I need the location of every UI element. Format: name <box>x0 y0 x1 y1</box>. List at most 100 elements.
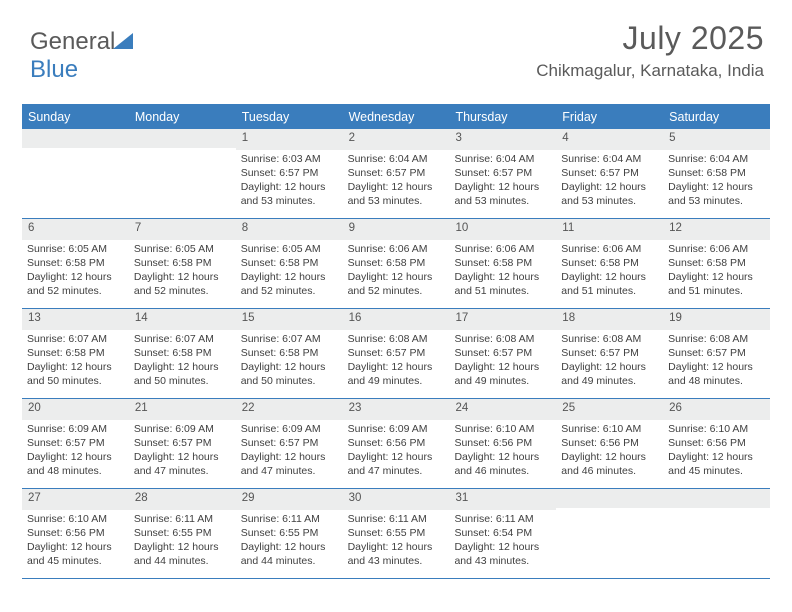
sunrise-text: Sunrise: 6:08 AM <box>454 332 551 346</box>
day-number-empty <box>22 129 129 148</box>
day-number: 22 <box>236 399 343 420</box>
day-number: 28 <box>129 489 236 510</box>
sunset-text: Sunset: 6:55 PM <box>348 526 445 540</box>
day-details: Sunrise: 6:08 AMSunset: 6:57 PMDaylight:… <box>449 330 556 393</box>
location-subtitle: Chikmagalur, Karnataka, India <box>536 61 764 81</box>
sunrise-text: Sunrise: 6:10 AM <box>561 422 658 436</box>
day-details: Sunrise: 6:04 AMSunset: 6:58 PMDaylight:… <box>663 150 770 213</box>
daylight-text: Daylight: 12 hours and 47 minutes. <box>134 450 231 478</box>
calendar-day-cell: 25Sunrise: 6:10 AMSunset: 6:56 PMDayligh… <box>556 399 663 488</box>
calendar-day-cell: 8Sunrise: 6:05 AMSunset: 6:58 PMDaylight… <box>236 219 343 308</box>
calendar-day-cell: 26Sunrise: 6:10 AMSunset: 6:56 PMDayligh… <box>663 399 770 488</box>
day-details: Sunrise: 6:08 AMSunset: 6:57 PMDaylight:… <box>343 330 450 393</box>
daylight-text: Daylight: 12 hours and 47 minutes. <box>348 450 445 478</box>
daylight-text: Daylight: 12 hours and 53 minutes. <box>454 180 551 208</box>
sunset-text: Sunset: 6:58 PM <box>668 166 765 180</box>
daylight-text: Daylight: 12 hours and 48 minutes. <box>668 360 765 388</box>
sunset-text: Sunset: 6:58 PM <box>241 346 338 360</box>
day-details: Sunrise: 6:08 AMSunset: 6:57 PMDaylight:… <box>663 330 770 393</box>
daylight-text: Daylight: 12 hours and 49 minutes. <box>561 360 658 388</box>
sunrise-text: Sunrise: 6:03 AM <box>241 152 338 166</box>
daylight-text: Daylight: 12 hours and 48 minutes. <box>27 450 124 478</box>
sunset-text: Sunset: 6:57 PM <box>348 346 445 360</box>
day-number: 21 <box>129 399 236 420</box>
day-number: 14 <box>129 309 236 330</box>
daylight-text: Daylight: 12 hours and 51 minutes. <box>561 270 658 298</box>
daylight-text: Daylight: 12 hours and 53 minutes. <box>348 180 445 208</box>
daylight-text: Daylight: 12 hours and 49 minutes. <box>454 360 551 388</box>
calendar-day-cell <box>22 129 129 218</box>
sunset-text: Sunset: 6:57 PM <box>27 436 124 450</box>
sunset-text: Sunset: 6:57 PM <box>454 346 551 360</box>
calendar-day-cell <box>129 129 236 218</box>
day-details: Sunrise: 6:07 AMSunset: 6:58 PMDaylight:… <box>129 330 236 393</box>
day-header: Monday <box>129 106 236 129</box>
day-details: Sunrise: 6:06 AMSunset: 6:58 PMDaylight:… <box>343 240 450 303</box>
title-block: July 2025 Chikmagalur, Karnataka, India <box>536 20 764 81</box>
day-number: 25 <box>556 399 663 420</box>
day-number: 16 <box>343 309 450 330</box>
daylight-text: Daylight: 12 hours and 50 minutes. <box>27 360 124 388</box>
day-number: 24 <box>449 399 556 420</box>
sunset-text: Sunset: 6:57 PM <box>348 166 445 180</box>
calendar-day-cell: 1Sunrise: 6:03 AMSunset: 6:57 PMDaylight… <box>236 129 343 218</box>
sunrise-text: Sunrise: 6:07 AM <box>241 332 338 346</box>
day-details: Sunrise: 6:10 AMSunset: 6:56 PMDaylight:… <box>663 420 770 483</box>
sunset-text: Sunset: 6:57 PM <box>561 346 658 360</box>
day-details: Sunrise: 6:06 AMSunset: 6:58 PMDaylight:… <box>556 240 663 303</box>
day-number: 26 <box>663 399 770 420</box>
sunset-text: Sunset: 6:58 PM <box>134 256 231 270</box>
calendar-day-cell: 28Sunrise: 6:11 AMSunset: 6:55 PMDayligh… <box>129 489 236 578</box>
calendar-day-cell: 29Sunrise: 6:11 AMSunset: 6:55 PMDayligh… <box>236 489 343 578</box>
day-number: 5 <box>663 129 770 150</box>
calendar-day-cell: 11Sunrise: 6:06 AMSunset: 6:58 PMDayligh… <box>556 219 663 308</box>
daylight-text: Daylight: 12 hours and 46 minutes. <box>561 450 658 478</box>
calendar-day-cell: 6Sunrise: 6:05 AMSunset: 6:58 PMDaylight… <box>22 219 129 308</box>
calendar-day-cell: 21Sunrise: 6:09 AMSunset: 6:57 PMDayligh… <box>129 399 236 488</box>
day-number: 3 <box>449 129 556 150</box>
calendar-week-row: 13Sunrise: 6:07 AMSunset: 6:58 PMDayligh… <box>22 309 770 399</box>
sunset-text: Sunset: 6:57 PM <box>241 436 338 450</box>
calendar-day-cell: 12Sunrise: 6:06 AMSunset: 6:58 PMDayligh… <box>663 219 770 308</box>
day-number-empty <box>129 129 236 148</box>
calendar-day-cell: 5Sunrise: 6:04 AMSunset: 6:58 PMDaylight… <box>663 129 770 218</box>
day-number: 17 <box>449 309 556 330</box>
sunrise-text: Sunrise: 6:11 AM <box>134 512 231 526</box>
sunrise-text: Sunrise: 6:10 AM <box>668 422 765 436</box>
day-details: Sunrise: 6:04 AMSunset: 6:57 PMDaylight:… <box>449 150 556 213</box>
sunset-text: Sunset: 6:57 PM <box>454 166 551 180</box>
logo-text-1: General <box>30 28 115 55</box>
calendar-day-cell: 4Sunrise: 6:04 AMSunset: 6:57 PMDaylight… <box>556 129 663 218</box>
sunset-text: Sunset: 6:58 PM <box>668 256 765 270</box>
day-header: Thursday <box>449 106 556 129</box>
daylight-text: Daylight: 12 hours and 52 minutes. <box>348 270 445 298</box>
sunrise-text: Sunrise: 6:04 AM <box>348 152 445 166</box>
daylight-text: Daylight: 12 hours and 52 minutes. <box>134 270 231 298</box>
sunset-text: Sunset: 6:56 PM <box>454 436 551 450</box>
sunrise-text: Sunrise: 6:06 AM <box>668 242 765 256</box>
calendar-day-cell: 2Sunrise: 6:04 AMSunset: 6:57 PMDaylight… <box>343 129 450 218</box>
calendar-grid: Sunday Monday Tuesday Wednesday Thursday… <box>22 104 770 579</box>
day-number: 19 <box>663 309 770 330</box>
day-number: 13 <box>22 309 129 330</box>
day-details: Sunrise: 6:07 AMSunset: 6:58 PMDaylight:… <box>22 330 129 393</box>
day-number-empty <box>663 489 770 508</box>
calendar-day-cell: 23Sunrise: 6:09 AMSunset: 6:56 PMDayligh… <box>343 399 450 488</box>
calendar-week-row: 27Sunrise: 6:10 AMSunset: 6:56 PMDayligh… <box>22 489 770 579</box>
sunrise-text: Sunrise: 6:11 AM <box>241 512 338 526</box>
sunrise-text: Sunrise: 6:04 AM <box>454 152 551 166</box>
day-details: Sunrise: 6:11 AMSunset: 6:55 PMDaylight:… <box>129 510 236 573</box>
sunset-text: Sunset: 6:57 PM <box>134 436 231 450</box>
day-number: 1 <box>236 129 343 150</box>
day-number: 12 <box>663 219 770 240</box>
day-details: Sunrise: 6:06 AMSunset: 6:58 PMDaylight:… <box>449 240 556 303</box>
day-details: Sunrise: 6:11 AMSunset: 6:55 PMDaylight:… <box>236 510 343 573</box>
day-number: 6 <box>22 219 129 240</box>
day-details: Sunrise: 6:10 AMSunset: 6:56 PMDaylight:… <box>22 510 129 573</box>
day-number: 9 <box>343 219 450 240</box>
sunset-text: Sunset: 6:58 PM <box>134 346 231 360</box>
sunset-text: Sunset: 6:54 PM <box>454 526 551 540</box>
sunrise-text: Sunrise: 6:04 AM <box>668 152 765 166</box>
sunset-text: Sunset: 6:58 PM <box>348 256 445 270</box>
sunset-text: Sunset: 6:56 PM <box>348 436 445 450</box>
